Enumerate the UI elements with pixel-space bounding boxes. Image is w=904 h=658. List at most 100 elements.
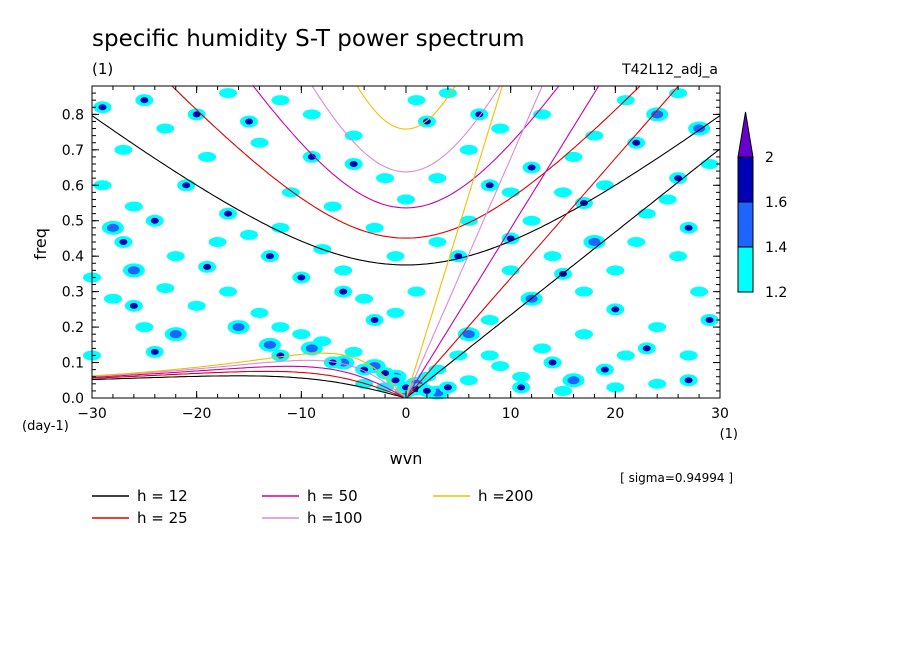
legend-label: h =100 <box>307 509 362 527</box>
dispersion-curve-kelvin <box>405 148 720 398</box>
power-patch <box>627 237 646 247</box>
power-patch <box>93 180 112 191</box>
x-tick-label: 30 <box>711 406 729 422</box>
dispersion-curve-rossby <box>92 370 404 398</box>
power-patch <box>250 307 269 318</box>
power-patch <box>114 144 133 155</box>
legend: h = 12 h = 25 h = 50 h =100 h =200 <box>92 487 533 527</box>
power-patch <box>307 153 316 160</box>
power-patch <box>245 118 253 125</box>
power-patch <box>480 350 499 361</box>
power-patch <box>187 300 206 311</box>
power-patch <box>328 359 337 366</box>
power-patch <box>219 286 238 297</box>
power-patch <box>271 95 290 106</box>
power-patch <box>606 382 625 393</box>
power-patch <box>349 161 358 167</box>
power-patch <box>674 175 683 182</box>
power-patch <box>386 307 405 318</box>
y-tick-label: 0.6 <box>62 178 84 194</box>
x-unit-label: (1) <box>720 427 738 442</box>
power-patch <box>684 377 693 384</box>
power-patch <box>381 370 390 377</box>
plot-layer <box>83 88 719 400</box>
dispersion-curve-rossby <box>92 365 404 398</box>
x-tick-label: 0 <box>402 406 411 422</box>
axis-ticks: −30 −20 −10 0 10 20 30 0.0 0.1 0.2 0.3 0.4 0.5 0.6 0.7… <box>62 86 729 422</box>
power-patch <box>166 251 185 262</box>
y-tick-label: 0.7 <box>62 143 84 159</box>
power-patch <box>548 359 557 366</box>
dispersion-curve-kelvin <box>405 86 600 398</box>
legend-label: h = 25 <box>137 509 188 527</box>
power-patch <box>370 317 379 323</box>
dispersion-curve-ig <box>171 86 641 239</box>
power-patch <box>648 378 667 389</box>
power-patch <box>302 109 321 120</box>
dispersion-curve-ig <box>92 115 720 266</box>
power-patch <box>297 274 306 281</box>
power-patch <box>192 111 201 118</box>
power-patch <box>305 344 318 353</box>
power-patch <box>642 345 651 352</box>
power-patch <box>512 371 531 382</box>
power-patch <box>693 124 706 133</box>
power-patch <box>669 88 688 99</box>
power-patch <box>480 315 499 325</box>
power-patch <box>281 187 300 198</box>
chart-subtitle-right: T42L12_adj_a <box>621 62 718 78</box>
y-tick-label: 0.8 <box>62 107 84 123</box>
dispersion-curve-ig <box>252 86 560 209</box>
dispersion-curve-ig <box>311 86 501 173</box>
x-tick-label: 20 <box>606 406 624 422</box>
power-patch <box>567 376 580 385</box>
power-patch <box>533 343 552 354</box>
power-patch <box>103 293 122 304</box>
y-axis-label: freq <box>31 228 50 260</box>
power-patch <box>407 95 426 106</box>
power-patch <box>543 251 562 262</box>
power-patch <box>588 238 601 246</box>
power-patch <box>355 293 374 304</box>
power-patch <box>106 223 119 232</box>
dispersion-curve-ig <box>356 86 456 130</box>
power-patch <box>554 187 572 198</box>
colorbar-label: 2 <box>765 150 774 166</box>
y-tick-label: 0.3 <box>62 285 84 301</box>
sigma-note: [ sigma=0.94994 ] <box>620 471 733 485</box>
power-patch <box>595 180 614 191</box>
power-patch <box>198 151 217 162</box>
power-patch <box>606 265 625 276</box>
power-patch <box>517 384 526 391</box>
power-patch <box>459 144 478 155</box>
colorbar-segment <box>737 156 754 203</box>
power-patch <box>292 329 311 340</box>
x-axis-label: wvn <box>390 449 423 468</box>
power-patch <box>574 286 593 297</box>
power-patch <box>658 194 677 205</box>
power-patch <box>208 237 227 247</box>
dispersion-curve-kelvin <box>405 86 680 398</box>
power-patch <box>522 215 541 226</box>
power-patch <box>386 251 405 262</box>
power-patch <box>491 361 510 372</box>
colorbar-segment <box>737 201 754 248</box>
power-patch <box>422 387 431 394</box>
legend-label: h =200 <box>478 487 533 505</box>
power-patch <box>651 110 664 119</box>
power-patch <box>397 194 415 205</box>
dispersion-curve-rossby <box>92 352 404 396</box>
power-patch <box>648 322 667 333</box>
power-patch <box>344 130 363 141</box>
power-patch <box>527 164 536 171</box>
dispersion-curve-rossby <box>92 359 404 397</box>
dispersion-curves <box>92 86 720 398</box>
power-patch <box>150 348 159 355</box>
power-patch <box>637 208 656 219</box>
power-patch <box>632 139 641 146</box>
colorbar-label: 1.6 <box>765 195 787 211</box>
y-tick-label: 0.1 <box>62 356 84 372</box>
chart-subtitle-left: (1) <box>92 60 113 78</box>
power-patch <box>501 187 520 198</box>
